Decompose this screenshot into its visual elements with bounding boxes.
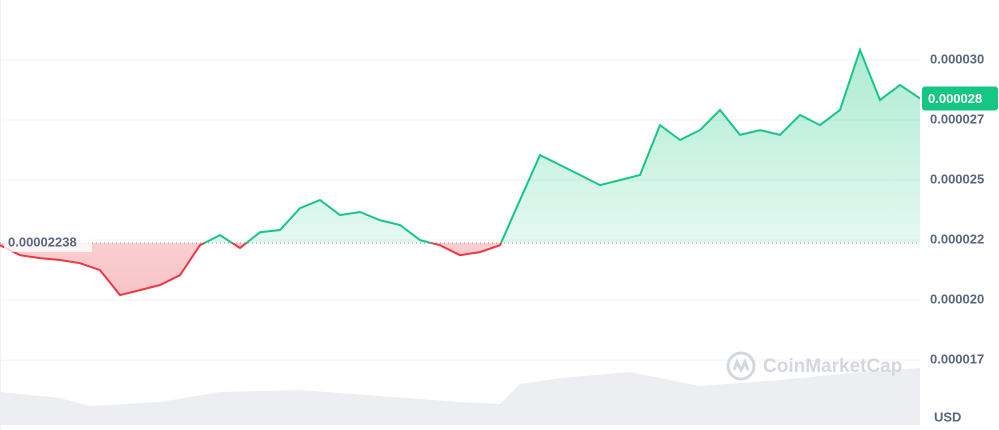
currency-label: USD (934, 409, 961, 424)
area-up (0, 49, 920, 243)
y-tick-label: 0.000020 (930, 292, 984, 307)
current-price-label: 0.000028 (928, 91, 982, 106)
y-tick-label: 0.000022 (930, 232, 984, 247)
y-tick-label: 0.000027 (930, 111, 984, 126)
current-price-badge (922, 86, 998, 111)
price-line-down (0, 242, 503, 297)
baseline-label: 0.00002238 (8, 234, 77, 249)
price-line-up (202, 46, 920, 243)
y-tick-label: 0.000017 (930, 352, 984, 367)
baseline-label-bg (4, 233, 92, 252)
area-down (0, 242, 501, 296)
watermark: CoinMarketCap (726, 351, 902, 381)
y-tick-label: 0.000030 (930, 51, 984, 66)
volume-area (0, 368, 920, 425)
plot (0, 46, 920, 297)
y-tick-label: 0.000025 (930, 172, 984, 187)
watermark-text: CoinMarketCap (763, 356, 902, 377)
